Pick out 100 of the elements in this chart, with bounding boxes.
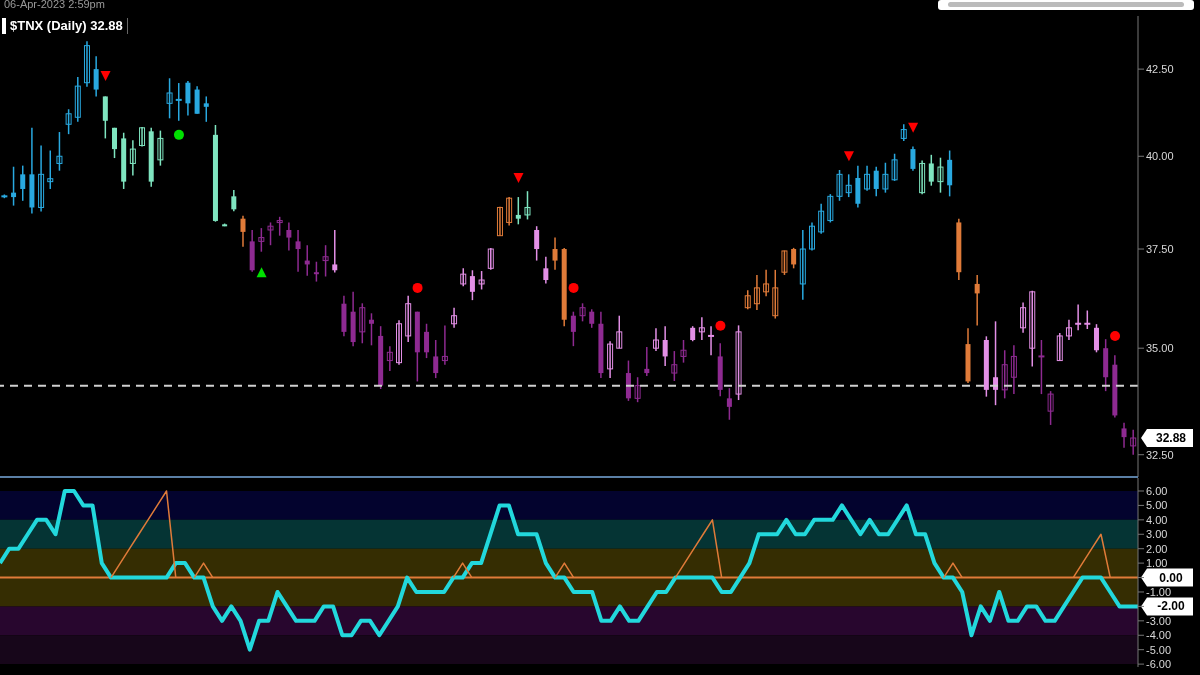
candlestick [552, 236, 558, 271]
candlestick [680, 339, 687, 364]
candlestick [845, 173, 852, 198]
candlestick [836, 169, 843, 202]
y-tick-label: 5.00 [1146, 499, 1168, 512]
candlestick [441, 324, 448, 366]
candlestick [1010, 344, 1017, 395]
candlestick [506, 196, 513, 227]
y-tick-label: 37.50 [1146, 242, 1174, 255]
candlestick [1056, 332, 1063, 362]
point [908, 122, 919, 133]
candlestick [808, 221, 815, 252]
candlestick [1037, 339, 1046, 395]
y-tick-label: -4.00 [1146, 629, 1172, 642]
candlestick [1121, 422, 1127, 449]
candlestick [231, 189, 237, 212]
candlestick [1093, 323, 1099, 354]
candlestick [671, 350, 678, 382]
candlestick [698, 316, 705, 341]
candlestick [47, 149, 54, 190]
candlestick [652, 327, 659, 352]
point [715, 320, 726, 331]
candlestick [240, 214, 246, 248]
candlestick [424, 323, 430, 359]
candlestick [368, 312, 374, 347]
y-tick-label: -6.00 [1146, 658, 1172, 671]
y-tick-label: -1.00 [1146, 585, 1172, 598]
candlestick [910, 145, 916, 172]
candlestick [203, 95, 209, 123]
candlestick [20, 164, 26, 202]
y-tick-label: 4.00 [1146, 513, 1168, 526]
candlestick [634, 376, 641, 403]
candlestick [818, 203, 825, 235]
text: 32.88 [1155, 431, 1187, 446]
candlestick [791, 247, 797, 270]
candlestick [267, 221, 274, 246]
y-tick-label: -3.00 [1146, 614, 1172, 627]
candlestick [83, 40, 90, 88]
candlestick [744, 289, 751, 311]
y-tick-label: 35.00 [1146, 342, 1174, 355]
candlestick [1047, 390, 1054, 426]
candlestick [65, 108, 72, 135]
candlestick [1029, 289, 1036, 368]
candlestick [258, 227, 265, 253]
candlestick [515, 196, 521, 226]
candlestick [139, 126, 146, 148]
candlestick [469, 269, 475, 301]
point [1110, 330, 1121, 341]
point [568, 282, 579, 293]
candlestick [974, 274, 980, 327]
candlestick [543, 255, 549, 285]
y-tick-label: 42.50 [1146, 63, 1174, 76]
candlestick [496, 205, 503, 237]
candlestick [928, 154, 934, 187]
y-tick-label: 6.00 [1146, 484, 1168, 497]
candlestick [891, 153, 898, 182]
y-tick-label: 40.00 [1146, 150, 1174, 163]
candlestick [763, 269, 770, 297]
candlestick [174, 82, 183, 122]
candlestick [644, 346, 650, 377]
y-tick-label: 1.00 [1146, 557, 1168, 570]
candlestick [900, 123, 907, 142]
candlestick [570, 310, 576, 347]
point [412, 282, 423, 293]
point [173, 129, 184, 140]
text: 06-Apr-2023 2:59pm [4, 0, 105, 10]
candlestick [460, 267, 467, 288]
y-tick-label: 2.00 [1146, 542, 1168, 555]
candlestick [827, 193, 834, 224]
candlestick [799, 229, 806, 301]
candlestick [56, 131, 63, 172]
candlestick [937, 156, 944, 194]
chart-title: $TNX (Daily) 32.88 [2, 18, 128, 34]
candlestick [405, 295, 412, 343]
candlestick [38, 144, 45, 213]
candlestick [93, 55, 99, 98]
point [843, 151, 854, 162]
candlestick [772, 269, 779, 320]
candlestick [864, 164, 871, 192]
y-tick-label: 32.50 [1146, 448, 1174, 461]
candlestick [313, 260, 319, 283]
candlestick [11, 165, 17, 207]
candlestick [286, 221, 292, 252]
candlestick [478, 270, 485, 291]
candlestick [112, 127, 118, 159]
point [256, 267, 267, 278]
candlestick [616, 314, 623, 349]
point [100, 70, 111, 81]
candlestick [534, 225, 540, 262]
candlestick [1083, 309, 1092, 330]
y-tick-label: -5.00 [1146, 643, 1172, 656]
candlestick [185, 80, 191, 117]
point [513, 172, 524, 183]
candlestick [1065, 318, 1072, 341]
candlestick [157, 129, 164, 167]
text: -2.00 [1157, 599, 1185, 614]
candlestick [919, 159, 926, 195]
candlestick [589, 308, 595, 329]
candlestick [579, 302, 586, 323]
candlestick [295, 229, 301, 273]
